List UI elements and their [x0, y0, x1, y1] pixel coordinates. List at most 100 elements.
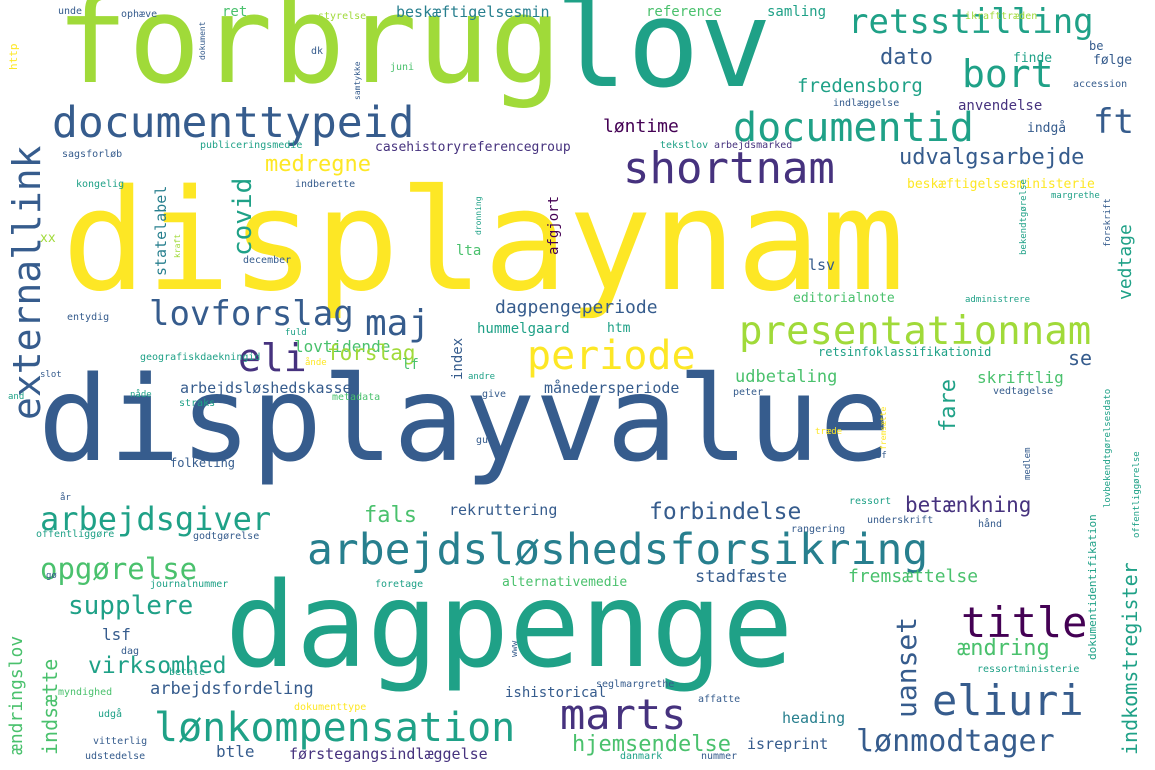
word-goe: gø: [46, 571, 57, 581]
word-documentid: documentid: [733, 105, 974, 151]
word-retsinfoklassifikationid: retsinfoklassifikationid: [818, 345, 992, 359]
word-aande: ånde: [305, 358, 327, 368]
word-medlem: medlem: [1023, 447, 1033, 480]
word-styrelse: styrelse: [318, 11, 367, 22]
word-danmark: danmark: [620, 751, 663, 762]
word-kraft: kraft: [173, 233, 182, 258]
word-dokumenttype: dokumenttype: [294, 702, 367, 713]
word-casehistoryreferencegroup: casehistoryreferencegroup: [375, 140, 571, 155]
word-virksomhed: virksomhed: [88, 653, 227, 679]
word-forbindelse: forbindelse: [649, 499, 802, 525]
word-manedersperiode: månedersperiode: [544, 379, 680, 397]
word-affatte: affatte: [698, 694, 741, 705]
word-betaenkning: betænkning: [905, 493, 1032, 517]
word-rekruttering: rekruttering: [449, 501, 558, 519]
word-myndighed: myndighed: [58, 687, 113, 698]
word-sf: sf: [876, 451, 887, 461]
word-isreprint: isreprint: [747, 735, 829, 753]
word-eliuri: eliuri: [932, 676, 1084, 725]
word-offentliggorelsesdato: offentliggørelse: [1132, 451, 1142, 538]
word-lonmodtager: lønmodtager: [856, 724, 1055, 759]
word-btle: btle: [216, 742, 255, 761]
word-peter: peter: [733, 387, 764, 398]
word-arbejdsloshedsforsikring: arbejdsløshedsforsikring: [307, 525, 929, 575]
word-udga: udgå: [98, 709, 123, 720]
word-fredensborg: fredensborg: [797, 75, 923, 97]
word-editorialnote: editorialnote: [793, 291, 895, 306]
word-indkomstregister: indkomstregister: [1118, 562, 1142, 755]
word-uanset: uanset: [890, 616, 923, 718]
word-medregne: medregne: [265, 152, 371, 177]
word-udstedelse: udstedelse: [85, 751, 146, 762]
word-udbetaling: udbetaling: [735, 367, 838, 387]
word-lf: lf: [402, 357, 419, 373]
word-gud: gud: [476, 435, 495, 446]
word-index: index: [450, 337, 466, 380]
word-ophaeve: ophæve: [121, 9, 158, 20]
word-aendring: ændring: [957, 636, 1050, 661]
word-ishistorical: ishistorical: [505, 685, 607, 701]
word-ft: ft: [1093, 102, 1134, 142]
word-margrethe: margrethe: [1051, 191, 1100, 201]
word-presentationnam: presentationnam: [739, 309, 1092, 354]
word-dk: dk: [311, 46, 324, 57]
word-fremsaettelse: fremsættelse: [848, 566, 979, 587]
word-forbrug: forbrug: [56, 0, 562, 111]
word-shortnam: shortnam: [623, 143, 835, 194]
word-lonkompensation: lønkompensation: [154, 705, 516, 751]
word-covid: covid: [228, 177, 258, 256]
word-folge: følge: [1093, 53, 1133, 68]
word-xx: xx: [40, 231, 56, 246]
word-se: se: [1068, 346, 1093, 370]
word-stadfaeste: stadfæste: [695, 567, 788, 587]
word-arbejdsloshedskasse: arbejdsløshedskasse: [180, 379, 352, 397]
word-documenttypeid: documenttypeid: [52, 98, 415, 148]
word-godtgorelse: godtgørelse: [193, 531, 260, 542]
word-periode: periode: [527, 333, 696, 379]
word-skriftlig: skriftlig: [977, 368, 1064, 387]
word-indlaeggelse: indlæggelse: [833, 98, 900, 109]
word-hjemsendelse: hjemsendelse: [572, 732, 731, 757]
word-anvendelse: anvendelse: [958, 98, 1043, 114]
word-folketing: folketing: [170, 456, 236, 470]
word-indsaette: indsætte: [38, 658, 62, 755]
word-nummer: nummer: [701, 751, 738, 762]
word-slot: slot: [40, 370, 62, 380]
word-afgjort: afgjort: [546, 195, 562, 255]
word-bort: bort: [962, 52, 1054, 96]
word-and: and: [8, 392, 25, 402]
word-offentliggore: offentliggøre: [36, 529, 115, 540]
word-vitterlig: vitterlig: [93, 736, 148, 747]
word-rangering: rangering: [791, 524, 846, 535]
word-samling: samling: [767, 4, 827, 20]
word-kongelig: kongelig: [76, 179, 125, 190]
word-dag: dag: [121, 646, 140, 657]
word-dagpenge: dagpenge: [225, 556, 794, 694]
word-unde: unde: [58, 6, 83, 17]
word-lta: lta: [456, 243, 482, 259]
word-lsv: lsv: [808, 256, 836, 274]
word-bekendtgorelse: bekendtgørelse: [1019, 179, 1029, 255]
word-juni: juni: [390, 62, 415, 73]
word-lovtidende: lovtidende: [294, 337, 391, 356]
word-be: be: [1089, 39, 1104, 53]
word-fremsaette: fremsætte: [879, 406, 888, 450]
word-hummelgaard: hummelgaard: [477, 321, 570, 337]
word-forstegangsindlaeggelse: førstegangsindlæggelse: [289, 745, 488, 763]
word-lovbekendtgorelsesdato: lovbekendtgørelsesdato: [1103, 388, 1113, 508]
word-indga: indgå: [1027, 121, 1067, 136]
word-reference: reference: [646, 4, 722, 20]
word-fare: fare: [936, 379, 961, 432]
word-publiceringsmedie: publiceringsmedie: [200, 140, 303, 151]
word-title: title: [961, 598, 1088, 647]
word-underskrift: underskrift: [867, 515, 934, 526]
word-traede: træde: [815, 427, 843, 437]
word-lsf: lsf: [102, 625, 131, 644]
word-arbejdsgiver: arbejdsgiver: [40, 500, 272, 538]
word-dagpengeperiode: dagpengeperiode: [495, 297, 658, 318]
word-andre: andre: [468, 372, 496, 382]
word-dato: dato: [880, 45, 933, 70]
word-maj: maj: [365, 303, 431, 344]
word-statelabel: statelabel: [152, 185, 170, 276]
word-geografiskdaekningid: geografiskdaekningid: [140, 352, 261, 363]
